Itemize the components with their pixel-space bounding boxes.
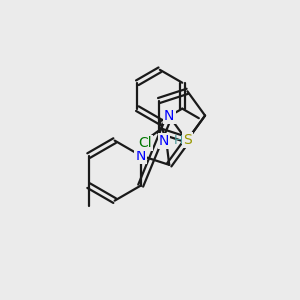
Text: S: S — [183, 133, 192, 147]
Text: N: N — [136, 148, 146, 163]
Text: H: H — [174, 134, 183, 147]
Text: N: N — [159, 134, 169, 148]
Text: N: N — [164, 109, 174, 123]
Text: Cl: Cl — [138, 136, 152, 150]
